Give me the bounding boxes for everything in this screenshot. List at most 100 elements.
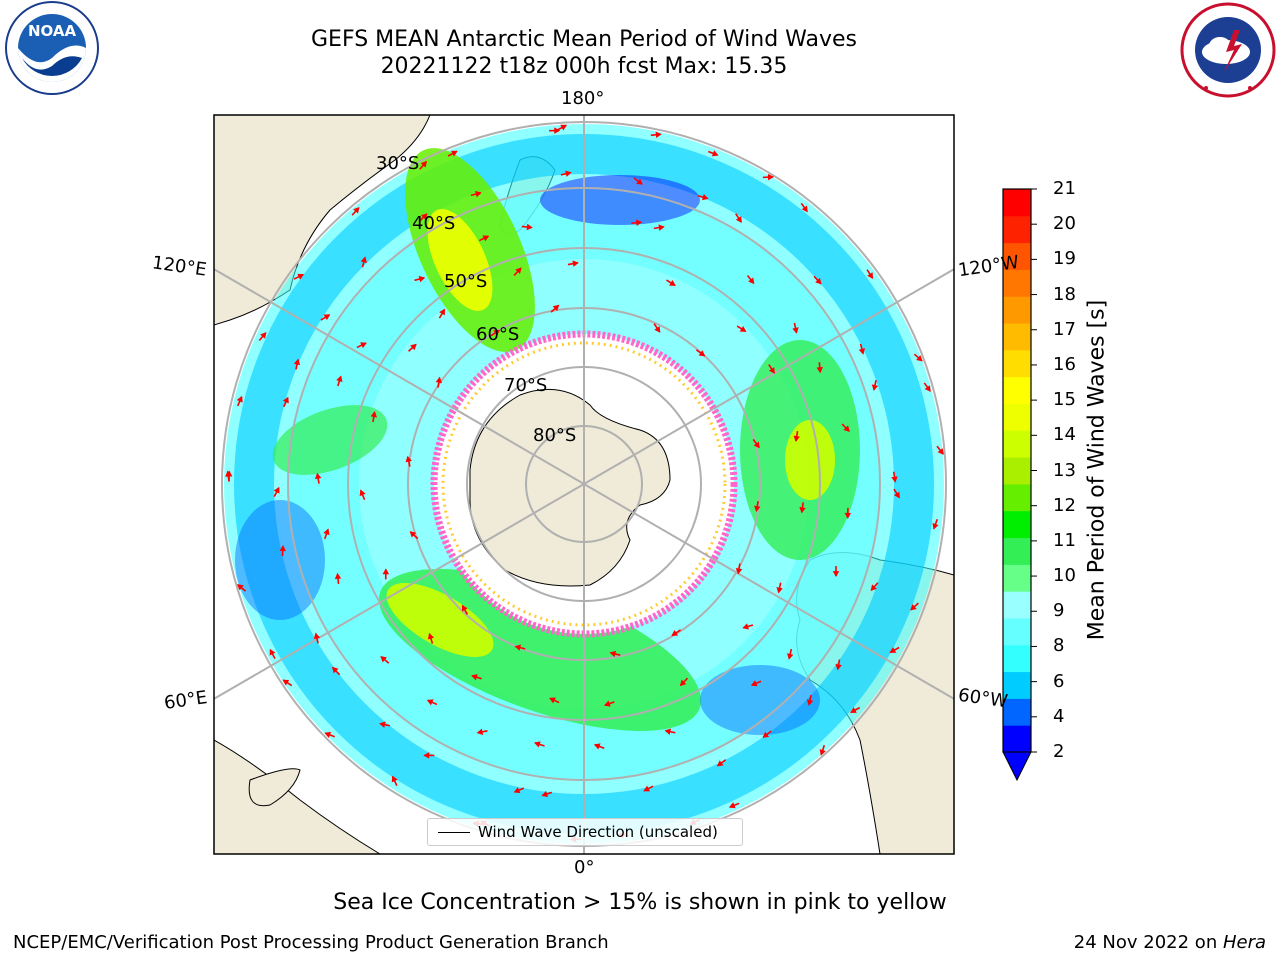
wave-direction-arrowhead	[916, 355, 923, 362]
wave-direction-arrowhead	[476, 728, 484, 735]
lat-label-50s: 50°S	[444, 271, 487, 292]
wave-direction-arrowhead	[279, 545, 287, 552]
wave-direction-arrowhead	[609, 650, 617, 658]
wave-direction-arrowhead	[418, 275, 426, 283]
colorbar-tick-label: 17	[1053, 318, 1076, 340]
wave-direction-arrowhead	[819, 749, 826, 756]
wave-direction-arrowhead	[269, 648, 276, 656]
colorbar-segment	[1003, 430, 1031, 458]
wave-direction-arrowhead	[336, 375, 343, 383]
wave-direction-arrowhead	[324, 731, 332, 738]
footer-date-text: 24 Nov 2022 on	[1073, 932, 1223, 953]
legend-label: Wind Wave Direction (unscaled)	[478, 823, 718, 841]
wave-direction-arrowhead	[450, 150, 458, 157]
wave-direction-arrowhead	[910, 604, 917, 611]
wave-direction-arrowhead	[515, 267, 522, 274]
lat-label-40s: 40°S	[412, 213, 455, 234]
wave-direction-arrowhead	[426, 699, 434, 706]
nws-logo	[1180, 2, 1276, 98]
wave-direction-arrowhead	[554, 127, 561, 134]
wave-direction-arrowhead	[475, 190, 482, 198]
wave-direction-arrowhead	[932, 522, 939, 530]
sea-ice-note: Sea Ice Concentration > 15% is shown in …	[333, 890, 947, 915]
colorbar-segment	[1003, 215, 1031, 244]
wave-direction-arrowhead	[314, 472, 322, 480]
colorbar-segment	[1003, 671, 1031, 699]
colorbar-segment	[1003, 644, 1031, 673]
wave-direction-arrowhead	[735, 568, 743, 575]
wave-direction-arrowhead	[849, 707, 857, 713]
colorbar-tick-label: 4	[1053, 705, 1065, 727]
colorbar-tick-label: 10	[1053, 565, 1076, 587]
wave-direction-arrowhead	[801, 205, 808, 213]
colorbar-segment	[1003, 591, 1031, 619]
wave-direction-arrowhead	[669, 280, 676, 286]
wave-direction-arrowhead	[671, 630, 679, 636]
colorbar-tick-label: 11	[1053, 529, 1076, 551]
land-africa	[214, 739, 381, 854]
wave-direction-arrowhead	[767, 173, 774, 181]
wave-direction-arrowhead	[225, 470, 232, 477]
wave-direction-arrowhead	[379, 721, 386, 728]
noaa-logo-text: NOAA	[28, 22, 77, 40]
wave-direction-arrowhead	[768, 367, 775, 374]
wave-direction-arrowhead	[237, 584, 244, 591]
wave-direction-arrowhead	[716, 760, 724, 767]
wave-direction-arrowhead	[735, 216, 742, 223]
wave-direction-arrowhead	[382, 568, 390, 575]
wave-direction-arrowhead	[471, 674, 478, 681]
wave-direction-arrowhead	[565, 170, 572, 177]
colorbar-segment	[1003, 457, 1031, 485]
wave-direction-arrowhead	[593, 743, 601, 750]
footer-date: 24 Nov 2022 on Hera	[1074, 932, 1266, 953]
wave-direction-arrowhead	[360, 342, 367, 349]
wave-direction-arrowhead	[815, 277, 822, 285]
colorbar-tick-label: 18	[1053, 283, 1076, 305]
wave-direction-arrowhead	[711, 150, 719, 157]
colorbar-tick-label: 16	[1053, 353, 1076, 375]
colorbar-tick-label: 13	[1053, 459, 1076, 481]
graticule	[214, 115, 954, 854]
wave-direction-arrowhead	[635, 219, 643, 226]
wave-direction-arrowhead	[359, 489, 366, 497]
wave-direction-arrowhead	[534, 741, 541, 748]
colorbar-segment	[1003, 564, 1031, 592]
wave-direction-arrowhead	[541, 790, 549, 798]
wave-direction-arrowhead	[435, 376, 442, 384]
colorbar-segment	[1003, 537, 1031, 565]
wave-direction-arrowhead	[728, 802, 736, 809]
colorbar-segment	[1003, 323, 1031, 351]
wave-direction-arrowhead	[748, 277, 755, 285]
colorbar	[1002, 188, 1037, 782]
colorbar-segment	[1003, 269, 1031, 297]
colorbar-extend-arrow	[1002, 751, 1032, 782]
wave-direction-arrowhead	[461, 604, 468, 612]
colorbar-segment	[1003, 483, 1031, 512]
wave-direction-arrowhead	[323, 528, 330, 536]
wave-direction-arrowhead	[893, 491, 900, 499]
colorbar-tick-label: 12	[1053, 494, 1076, 516]
wave-direction-arrowhead	[762, 731, 770, 738]
lon-label-180: 180°	[561, 88, 605, 109]
sea-ice-edge-yellow	[441, 341, 727, 627]
wave-direction-arrowhead	[643, 785, 650, 792]
wind-wave-arrows	[225, 124, 944, 843]
wave-direction-arrowhead	[867, 272, 874, 279]
wave-direction-arrowhead	[658, 224, 665, 231]
wave-direction-arrowhead	[482, 235, 490, 242]
colorbar-segment	[1003, 376, 1031, 404]
wave-direction-arrowhead	[742, 623, 749, 630]
colorbar-tick-label: 21	[1053, 178, 1076, 199]
colorbar-segment	[1003, 510, 1031, 539]
wave-direction-arrowhead	[816, 367, 823, 374]
wave-direction-arrowhead	[835, 664, 842, 671]
wave-direction-arrowhead	[750, 680, 758, 687]
wave-direction-arrowhead	[937, 448, 944, 455]
wave-direction-arrowhead	[353, 206, 360, 214]
colorbar-tick-label: 6	[1053, 670, 1065, 692]
wave-direction-arrowhead	[391, 775, 398, 783]
wave-direction-arrowhead	[313, 632, 321, 640]
colorbar-title: Mean Period of Wind Waves [s]	[1084, 299, 1110, 641]
chart-subtitle: 20221122 t18z 000h fcst Max: 15.35	[380, 54, 788, 79]
